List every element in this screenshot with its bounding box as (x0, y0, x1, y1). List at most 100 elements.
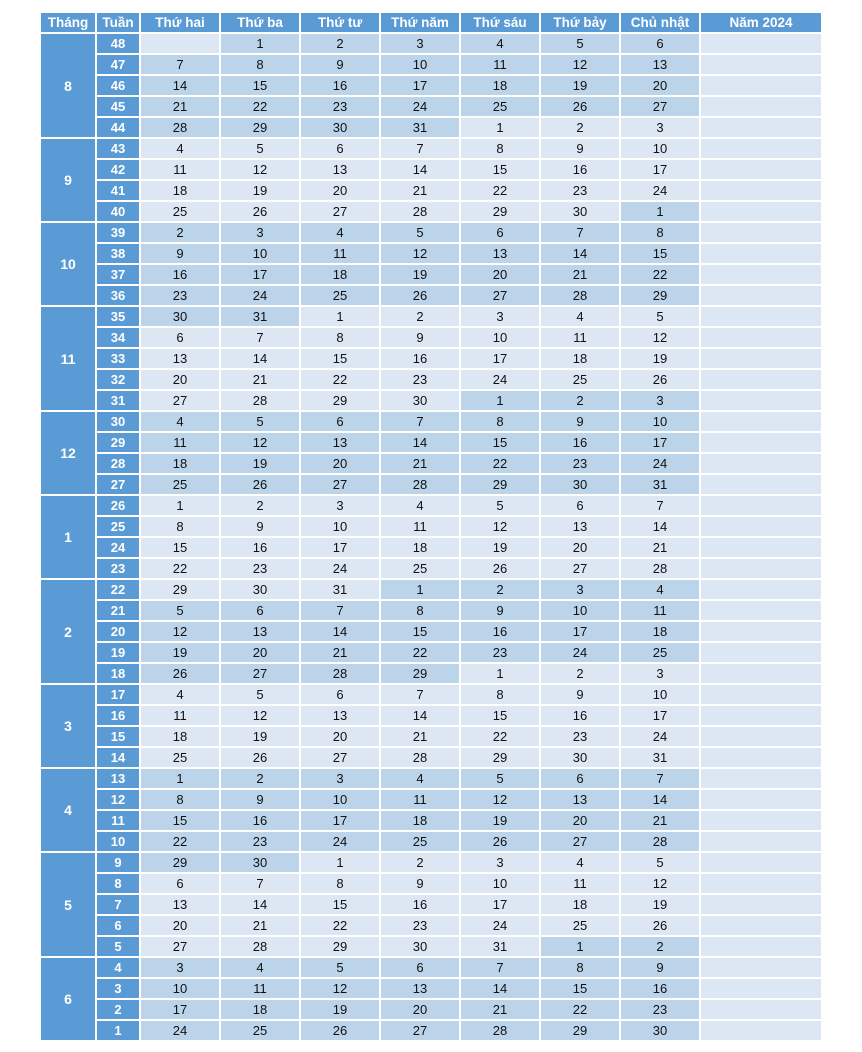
month-label: 9 (40, 138, 96, 222)
day-cell: 4 (220, 957, 300, 978)
day-cell: 29 (300, 936, 380, 957)
day-cell: 18 (380, 810, 460, 831)
note-cell (700, 159, 822, 180)
day-cell: 26 (380, 285, 460, 306)
day-cell: 9 (540, 684, 620, 705)
day-cell: 27 (220, 663, 300, 684)
day-cell: 3 (540, 579, 620, 600)
day-cell: 12 (380, 243, 460, 264)
day-cell: 22 (220, 96, 300, 117)
week-number: 7 (96, 894, 140, 915)
note-cell (700, 285, 822, 306)
day-cell: 3 (620, 390, 700, 411)
day-cell: 25 (380, 558, 460, 579)
day-cell: 19 (140, 642, 220, 663)
day-cell: 23 (380, 369, 460, 390)
day-cell: 18 (380, 537, 460, 558)
day-cell: 4 (140, 411, 220, 432)
week-number: 37 (96, 264, 140, 285)
day-cell: 23 (540, 180, 620, 201)
day-cell: 18 (460, 75, 540, 96)
week-number: 33 (96, 348, 140, 369)
day-cell: 8 (460, 411, 540, 432)
week-number: 9 (96, 852, 140, 873)
day-cell: 18 (300, 264, 380, 285)
day-cell: 28 (220, 936, 300, 957)
week-number: 20 (96, 621, 140, 642)
day-cell: 22 (460, 180, 540, 201)
day-cell: 31 (620, 747, 700, 768)
day-cell: 15 (460, 705, 540, 726)
day-cell: 22 (460, 453, 540, 474)
day-cell: 24 (460, 915, 540, 936)
day-cell: 8 (300, 327, 380, 348)
week-number: 13 (96, 768, 140, 789)
column-header: Thứ bảy (540, 12, 620, 33)
note-cell (700, 873, 822, 894)
week-number: 35 (96, 306, 140, 327)
day-cell: 17 (620, 432, 700, 453)
day-cell: 20 (300, 726, 380, 747)
day-cell: 18 (140, 726, 220, 747)
day-cell: 4 (300, 222, 380, 243)
day-cell: 21 (620, 810, 700, 831)
column-header: Thứ hai (140, 12, 220, 33)
day-cell: 14 (220, 348, 300, 369)
day-cell: 16 (220, 537, 300, 558)
note-cell (700, 138, 822, 159)
day-cell: 29 (460, 474, 540, 495)
day-cell: 3 (460, 306, 540, 327)
column-header: Thứ sáu (460, 12, 540, 33)
day-cell: 20 (220, 642, 300, 663)
day-cell: 3 (140, 957, 220, 978)
note-cell (700, 348, 822, 369)
day-cell: 15 (460, 159, 540, 180)
note-cell (700, 705, 822, 726)
day-cell: 26 (460, 558, 540, 579)
day-cell: 28 (460, 1020, 540, 1041)
day-cell: 17 (140, 999, 220, 1020)
day-cell: 12 (140, 621, 220, 642)
day-cell: 10 (380, 54, 460, 75)
day-cell: 19 (300, 999, 380, 1020)
day-cell: 18 (140, 453, 220, 474)
column-header: Thứ ba (220, 12, 300, 33)
month-label: 2 (40, 579, 96, 684)
day-cell: 1 (300, 852, 380, 873)
day-cell: 20 (140, 915, 220, 936)
week-number: 26 (96, 495, 140, 516)
day-cell: 9 (380, 327, 460, 348)
day-cell: 8 (460, 684, 540, 705)
day-cell: 2 (620, 936, 700, 957)
day-cell: 20 (540, 537, 620, 558)
day-cell: 22 (620, 264, 700, 285)
day-cell: 13 (220, 621, 300, 642)
week-number: 46 (96, 75, 140, 96)
day-cell: 27 (540, 831, 620, 852)
day-cell: 15 (140, 537, 220, 558)
day-cell: 6 (140, 873, 220, 894)
day-cell: 24 (620, 453, 700, 474)
note-cell (700, 180, 822, 201)
day-cell: 16 (220, 810, 300, 831)
day-cell: 9 (620, 957, 700, 978)
day-cell: 5 (140, 600, 220, 621)
week-number: 15 (96, 726, 140, 747)
day-cell: 10 (300, 516, 380, 537)
note-cell (700, 306, 822, 327)
week-number: 22 (96, 579, 140, 600)
day-cell: 19 (380, 264, 460, 285)
day-cell: 5 (540, 33, 620, 54)
day-cell: 3 (620, 663, 700, 684)
day-cell: 4 (380, 495, 460, 516)
day-cell: 16 (620, 978, 700, 999)
day-cell: 31 (220, 306, 300, 327)
day-cell: 12 (620, 327, 700, 348)
day-cell: 10 (540, 600, 620, 621)
week-number: 4 (96, 957, 140, 978)
day-cell: 24 (380, 96, 460, 117)
week-number: 24 (96, 537, 140, 558)
day-cell: 11 (380, 789, 460, 810)
day-cell: 25 (220, 1020, 300, 1041)
note-cell (700, 978, 822, 999)
